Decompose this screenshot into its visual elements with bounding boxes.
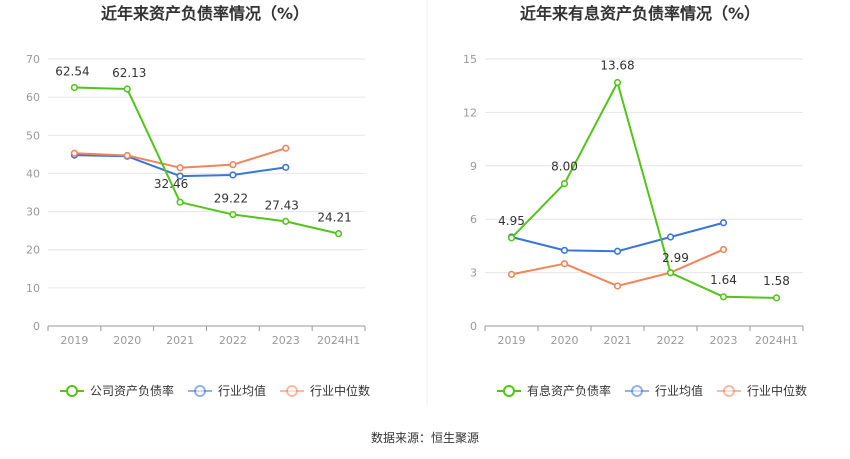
series-line xyxy=(511,221,724,253)
data-point xyxy=(613,78,622,87)
data-point xyxy=(560,260,569,268)
data-label: 8.00 xyxy=(551,160,578,174)
y-tick-label: 30 xyxy=(26,206,40,219)
data-point xyxy=(229,161,237,169)
x-tick-label: 2021 xyxy=(604,334,632,347)
data-point xyxy=(176,172,184,180)
legend-label: 行业中位数 xyxy=(310,383,370,398)
data-point xyxy=(282,163,290,171)
data-point xyxy=(229,210,237,219)
legend-swatch-marker xyxy=(286,385,298,397)
x-tick-label: 2023 xyxy=(272,334,300,347)
x-tick-label: 2020 xyxy=(551,334,579,347)
y-tick-label: 60 xyxy=(26,91,40,104)
data-point xyxy=(719,293,728,301)
data-point xyxy=(123,151,131,160)
data-label: 32.46 xyxy=(154,177,188,191)
y-tick-label: 70 xyxy=(26,53,40,66)
x-tick-label: 2019 xyxy=(60,334,88,347)
data-point xyxy=(719,219,728,227)
legend-label: 公司资产负债率 xyxy=(90,383,174,398)
legend-swatch-marker xyxy=(503,385,515,397)
data-point xyxy=(282,217,290,225)
x-tick-label: 2021 xyxy=(166,334,194,347)
data-point xyxy=(229,171,237,179)
legend-item[interactable]: 有息资产负债率 xyxy=(497,383,611,398)
data-label: 29.22 xyxy=(214,192,248,206)
data-label: 62.54 xyxy=(55,64,89,78)
y-tick-label: 12 xyxy=(463,106,477,119)
data-point xyxy=(176,198,184,206)
legend-swatch-marker xyxy=(66,385,78,397)
y-tick-label: 40 xyxy=(26,167,40,180)
y-tick-label: 50 xyxy=(26,129,40,142)
legend-label: 行业均值 xyxy=(655,383,703,398)
data-point xyxy=(719,245,728,254)
data-label: 1.64 xyxy=(710,273,737,287)
data-point xyxy=(666,269,675,277)
y-tick-label: 10 xyxy=(26,282,40,295)
data-label: 24.21 xyxy=(317,211,351,225)
legend-item[interactable]: 公司资产负债率 xyxy=(60,383,174,398)
y-tick-label: 9 xyxy=(470,160,477,173)
chart-title: 近年来资产负债率情况（%） xyxy=(101,4,309,23)
y-tick-label: 6 xyxy=(470,213,477,226)
data-point xyxy=(334,230,343,238)
legend-item[interactable]: 行业中位数 xyxy=(280,383,370,398)
data-point xyxy=(70,83,79,92)
data-point xyxy=(613,282,622,290)
legend-label: 行业均值 xyxy=(218,383,266,398)
data-point xyxy=(666,233,675,241)
series-line xyxy=(510,81,777,299)
legend-item[interactable]: 行业均值 xyxy=(625,383,703,398)
data-point xyxy=(70,149,79,157)
data-point xyxy=(123,85,131,93)
legend-label: 行业中位数 xyxy=(747,383,807,398)
legend-swatch-marker xyxy=(194,385,206,397)
data-point xyxy=(772,294,781,302)
series-line xyxy=(511,248,724,287)
x-tick-label: 2024H1 xyxy=(317,334,360,347)
data-point xyxy=(507,270,516,278)
legend-swatch-marker xyxy=(631,385,643,397)
y-tick-label: 3 xyxy=(470,267,477,280)
data-source-note: 数据来源：恒生聚源 xyxy=(370,431,479,445)
data-label: 13.68 xyxy=(600,58,634,72)
legend-item[interactable]: 行业均值 xyxy=(188,383,266,398)
chart-title: 近年来有息资产负债率情况（%） xyxy=(520,4,760,23)
y-tick-label: 20 xyxy=(26,244,40,257)
chart-panel-2: 近年来有息资产负债率情况（%） 0 3 6 9 12 15 2019 2020 2021 2022 2… xyxy=(463,4,807,398)
y-tick-label: 0 xyxy=(470,320,477,333)
x-tick-label: 2019 xyxy=(498,334,526,347)
chart-panel-1: 近年来资产负债率情况（%） 0 10 20 30 40 50 60 70 2019 2020 2021… xyxy=(26,4,370,398)
data-point xyxy=(560,246,569,254)
x-tick-label: 2022 xyxy=(219,334,247,347)
series-line xyxy=(74,86,339,235)
data-label: 1.58 xyxy=(763,274,790,288)
legend-item[interactable]: 行业中位数 xyxy=(717,383,807,398)
data-point xyxy=(507,234,516,242)
y-tick-label: 15 xyxy=(463,53,477,66)
data-label: 62.13 xyxy=(112,66,146,80)
data-point xyxy=(282,144,290,152)
x-tick-label: 2024H1 xyxy=(755,334,798,347)
data-label: 27.43 xyxy=(265,198,299,212)
x-tick-label: 2023 xyxy=(710,334,738,347)
y-tick-label: 0 xyxy=(33,320,40,333)
x-tick-label: 2022 xyxy=(657,334,685,347)
data-point xyxy=(176,164,184,172)
data-point xyxy=(613,247,622,255)
data-label: 2.99 xyxy=(662,251,689,265)
legend-label: 有息资产负债率 xyxy=(527,383,611,398)
legend-swatch-marker xyxy=(723,385,735,397)
data-point xyxy=(560,180,569,188)
x-tick-label: 2020 xyxy=(113,334,141,347)
data-label: 4.95 xyxy=(498,214,525,228)
